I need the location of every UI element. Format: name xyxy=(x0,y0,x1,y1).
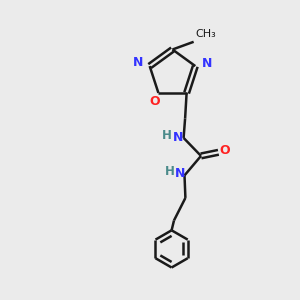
Text: N: N xyxy=(173,131,183,144)
Text: O: O xyxy=(219,144,230,157)
Text: N: N xyxy=(202,57,212,70)
Text: N: N xyxy=(133,56,143,69)
Text: N: N xyxy=(175,167,185,180)
Text: CH₃: CH₃ xyxy=(195,29,216,39)
Text: H: H xyxy=(162,129,172,142)
Text: O: O xyxy=(149,95,160,108)
Text: H: H xyxy=(165,165,174,178)
